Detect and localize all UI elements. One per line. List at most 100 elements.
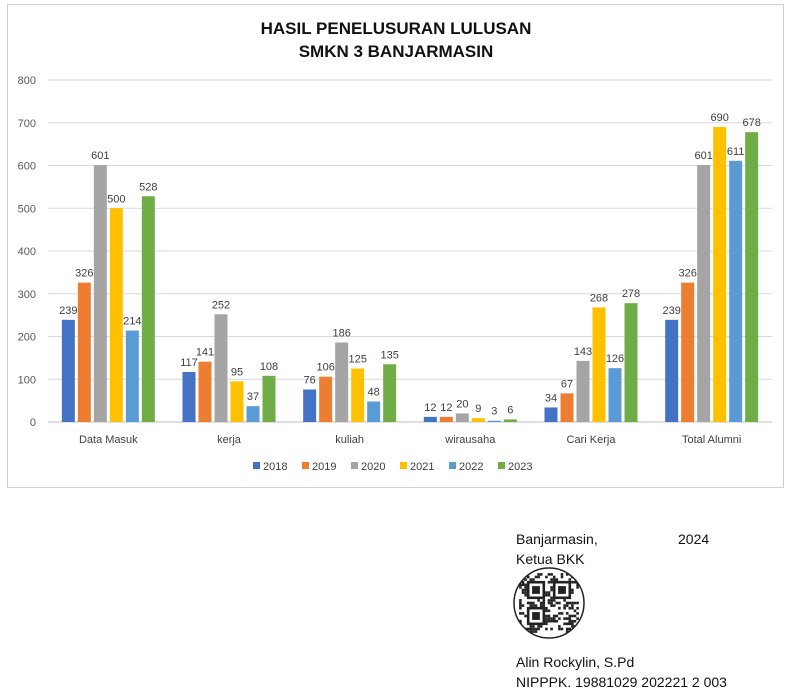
x-tick-label: Data Masuk <box>79 434 138 446</box>
data-label: 326 <box>75 268 93 280</box>
bar-2022 <box>367 401 381 422</box>
data-label: 268 <box>590 292 608 304</box>
bar-2021 <box>471 418 485 422</box>
bar-2018 <box>303 389 317 422</box>
bar-2023 <box>624 303 638 422</box>
data-label: 126 <box>606 353 624 365</box>
y-tick-label: 600 <box>18 161 36 173</box>
bar-2019 <box>319 376 333 422</box>
bar-2020 <box>576 360 590 422</box>
legend-swatch <box>253 462 260 469</box>
bar-2021 <box>230 381 244 422</box>
data-label: 601 <box>694 150 712 162</box>
y-tick-label: 100 <box>18 374 36 386</box>
bar-2023 <box>503 419 517 422</box>
signature-role: Ketua BKK <box>516 551 585 567</box>
data-label: 20 <box>456 398 468 410</box>
bar-2019 <box>681 282 695 422</box>
signature-place: Banjarmasin, <box>516 531 598 547</box>
y-tick-label: 0 <box>30 417 36 429</box>
data-label: 135 <box>380 349 398 361</box>
data-label: 34 <box>545 392 557 404</box>
bar-2023 <box>141 196 155 422</box>
data-label: 9 <box>475 403 481 415</box>
data-label: 37 <box>247 391 259 403</box>
bar-2021 <box>713 127 727 423</box>
data-label: 326 <box>678 268 696 280</box>
data-label: 252 <box>212 299 230 311</box>
y-tick-label: 700 <box>18 118 36 130</box>
y-tick-label: 400 <box>18 246 36 258</box>
bar-2020 <box>455 413 469 422</box>
legend-label: 2018 <box>263 461 287 473</box>
bar-2023 <box>383 364 397 422</box>
bar-2022 <box>729 160 743 423</box>
bar-2022 <box>608 368 622 422</box>
data-label: 48 <box>368 386 380 398</box>
data-label: 12 <box>440 402 452 414</box>
chart-frame: HASIL PENELUSURAN LULUSAN SMKN 3 BANJARM… <box>7 4 784 488</box>
y-tick-label: 500 <box>18 203 36 215</box>
data-label: 611 <box>727 146 745 158</box>
data-label: 106 <box>316 362 334 374</box>
legend-label: 2022 <box>459 461 483 473</box>
data-label: 239 <box>662 305 680 317</box>
bar-2022 <box>487 420 501 422</box>
data-label: 95 <box>231 366 243 378</box>
data-label: 239 <box>59 305 77 317</box>
data-label: 143 <box>574 346 592 358</box>
bar-2020 <box>93 165 107 422</box>
bar-2021 <box>592 307 606 422</box>
bar-2020 <box>214 314 228 422</box>
chart-title-line-2: SMKN 3 BANJARMASIN <box>299 42 494 61</box>
bar-2018 <box>61 319 75 422</box>
bar-2018 <box>182 371 196 422</box>
legend-label: 2021 <box>410 461 434 473</box>
legend-label: 2023 <box>508 461 532 473</box>
data-label: 500 <box>107 193 125 205</box>
bar-2021 <box>351 368 365 422</box>
legend-swatch <box>498 462 505 469</box>
data-label: 141 <box>196 347 214 359</box>
bar-2022 <box>246 406 260 422</box>
chart-title-line-1: HASIL PENELUSURAN LULUSAN <box>261 19 532 38</box>
y-tick-label: 200 <box>18 332 36 344</box>
signature-name: Alin Rockylin, S.Pd <box>516 654 635 670</box>
signature-id: NIPPPK. 19881029 202221 2 003 <box>516 674 727 690</box>
bar-2020 <box>335 342 349 422</box>
bar-2018 <box>665 319 679 422</box>
bar-2019 <box>77 282 91 422</box>
x-tick-label: kuliah <box>335 434 364 446</box>
x-tick-label: Cari Kerja <box>567 434 617 446</box>
bar-2021 <box>109 208 123 422</box>
data-label: 76 <box>304 375 316 387</box>
data-label: 601 <box>91 150 109 162</box>
x-tick-label: wirausaha <box>444 434 496 446</box>
bar-2020 <box>697 165 711 422</box>
data-label: 67 <box>561 378 573 390</box>
data-label: 12 <box>424 402 436 414</box>
data-label: 214 <box>123 316 141 328</box>
data-label: 528 <box>139 181 157 193</box>
data-label: 125 <box>348 354 366 366</box>
y-tick-label: 800 <box>18 75 36 87</box>
data-label: 108 <box>260 361 278 373</box>
legend-label: 2019 <box>312 461 336 473</box>
bar-2019 <box>560 393 574 422</box>
bar-2022 <box>125 330 139 422</box>
data-label: 278 <box>622 288 640 300</box>
x-tick-label: kerja <box>217 434 242 446</box>
bar-chart: HASIL PENELUSURAN LULUSAN SMKN 3 BANJARM… <box>18 19 772 473</box>
legend-swatch <box>351 462 358 469</box>
x-tick-label: Total Alumni <box>682 434 741 446</box>
bar-2023 <box>262 375 276 422</box>
qr-code-seal <box>513 567 585 639</box>
signature-year: 2024 <box>678 531 710 547</box>
legend-swatch <box>449 462 456 469</box>
bar-2018 <box>423 416 437 422</box>
y-tick-label: 300 <box>18 289 36 301</box>
data-label: 117 <box>180 357 198 369</box>
data-label: 186 <box>332 327 350 339</box>
data-label: 678 <box>742 117 760 129</box>
legend-label: 2020 <box>361 461 385 473</box>
